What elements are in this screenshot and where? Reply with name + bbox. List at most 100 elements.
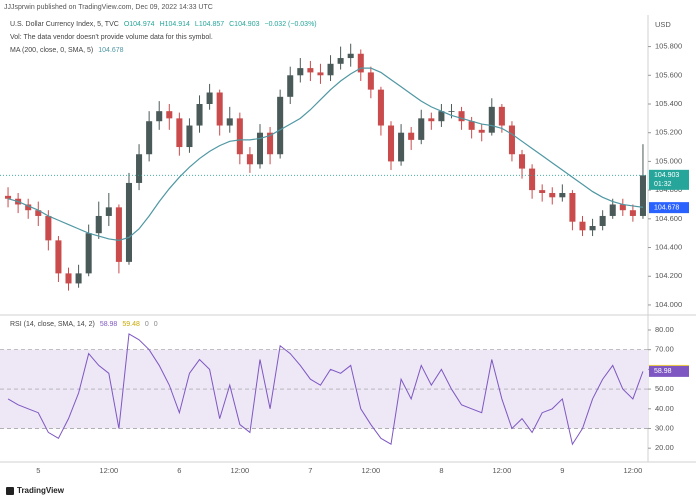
y-tick-label: 104.200 xyxy=(655,271,682,280)
logo-icon xyxy=(6,487,14,495)
price-badge xyxy=(649,365,689,377)
candle-body xyxy=(529,168,536,191)
candle-body xyxy=(408,132,415,140)
candle-body xyxy=(125,182,132,262)
y-tick-label: 30.00 xyxy=(655,423,674,432)
y-tick-label: 105.400 xyxy=(655,99,682,108)
candle-body xyxy=(5,195,12,199)
y-tick-label: 20.00 xyxy=(655,443,674,452)
publish-header: JJJsprwin published on TradingView.com, … xyxy=(4,4,213,11)
countdown-label: 01:32 xyxy=(654,181,672,188)
rsi-legend-value: 59.48 xyxy=(122,321,140,328)
candle-body xyxy=(256,132,264,165)
candle-body xyxy=(629,210,636,216)
price-badge xyxy=(649,202,689,214)
candle-body xyxy=(508,125,515,155)
candle-body xyxy=(226,118,233,126)
candle-body xyxy=(609,204,616,216)
x-tick-label: 12:00 xyxy=(492,466,511,475)
candle-body xyxy=(186,125,193,148)
rsi-legend-value: 0 xyxy=(154,321,158,328)
y-tick-label: 104.000 xyxy=(655,300,682,309)
candle-body xyxy=(156,111,163,122)
price-badge-label: 104.903 xyxy=(654,172,679,179)
candle-body xyxy=(166,111,173,119)
candle-body xyxy=(25,204,32,211)
footer-logo: TradingView xyxy=(6,486,65,495)
y-tick-label: 105.800 xyxy=(655,42,682,51)
x-tick-label: 12:00 xyxy=(361,466,380,475)
y-tick-label: 105.600 xyxy=(655,70,682,79)
x-tick-label: 5 xyxy=(36,466,40,475)
candle-body xyxy=(559,192,566,198)
moving-average-line xyxy=(7,67,644,241)
x-tick-label: 12:00 xyxy=(230,466,249,475)
candle-body xyxy=(327,63,334,76)
price-badge xyxy=(649,169,689,190)
y-tick-label: 50.00 xyxy=(655,384,674,393)
candle-body xyxy=(488,106,495,133)
x-tick-label: 7 xyxy=(308,466,312,475)
candle-body xyxy=(246,154,253,165)
ohlc-value: C104.903 xyxy=(229,21,259,28)
candle-body xyxy=(267,132,274,155)
ohlc-value: L104.857 xyxy=(195,21,224,28)
candle-body xyxy=(236,118,243,155)
x-tick-label: 8 xyxy=(439,466,443,475)
x-tick-label: 12:00 xyxy=(623,466,642,475)
candle-body xyxy=(136,154,143,183)
candle-body xyxy=(216,92,223,126)
candle-body xyxy=(176,118,183,148)
y-tick-label: 105.000 xyxy=(655,156,682,165)
candle-body xyxy=(115,207,122,262)
rsi-legend-title: RSI (14, close, SMA, 14, 2) xyxy=(10,321,95,328)
candle-body xyxy=(387,125,395,162)
candle-body xyxy=(357,53,364,73)
x-tick-label: 6 xyxy=(177,466,181,475)
price-badge-label: 58.98 xyxy=(654,368,672,375)
symbol-title: U.S. Dollar Currency Index, 5, TVC xyxy=(10,21,119,28)
y-tick-label: 105.200 xyxy=(655,128,682,137)
y-tick-label: 70.00 xyxy=(655,345,674,354)
candle-body xyxy=(458,111,465,122)
candle-body xyxy=(337,58,344,64)
candle-body xyxy=(377,89,384,126)
candle-body xyxy=(65,273,72,284)
candle-body xyxy=(539,190,546,193)
y-tick-label: 104.400 xyxy=(655,243,682,252)
candle-body xyxy=(287,75,294,97)
price-badge-label: 104.678 xyxy=(654,204,679,211)
rsi-legend-value: 0 xyxy=(145,321,149,328)
ma-legend-name: MA (200, close, 0, SMA, 5) xyxy=(10,47,93,54)
candle-body xyxy=(45,215,52,241)
candle-body xyxy=(367,72,374,90)
candle-body xyxy=(599,215,606,227)
x-tick-label: 9 xyxy=(560,466,564,475)
candle-body xyxy=(307,68,314,73)
candle-body xyxy=(549,192,556,198)
candle-body xyxy=(55,240,62,274)
candle-body xyxy=(398,132,405,162)
ma-legend-value: 104.678 xyxy=(98,47,123,54)
candle-body xyxy=(277,96,284,155)
candle-body xyxy=(418,118,425,140)
candle-body xyxy=(478,129,485,133)
candle-body xyxy=(428,118,435,122)
candle-body xyxy=(639,175,646,216)
candle-body xyxy=(35,210,42,216)
rsi-legend-value: 58.98 xyxy=(100,321,118,328)
candle-body xyxy=(95,215,102,234)
volume-note: Vol: The data vendor doesn't provide vol… xyxy=(10,34,213,41)
candle-body xyxy=(448,111,455,112)
ohlc-value: −0.032 (−0.03%) xyxy=(264,21,316,28)
candle-body xyxy=(438,111,445,122)
footer-brand: TradingView xyxy=(17,486,65,495)
rsi-line xyxy=(7,333,644,446)
x-tick-label: 12:00 xyxy=(99,466,118,475)
candle-body xyxy=(146,121,153,155)
y-tick-label: 40.00 xyxy=(655,404,674,413)
candle-body xyxy=(85,233,92,274)
candle-body xyxy=(569,192,576,222)
candle-body xyxy=(105,207,112,216)
